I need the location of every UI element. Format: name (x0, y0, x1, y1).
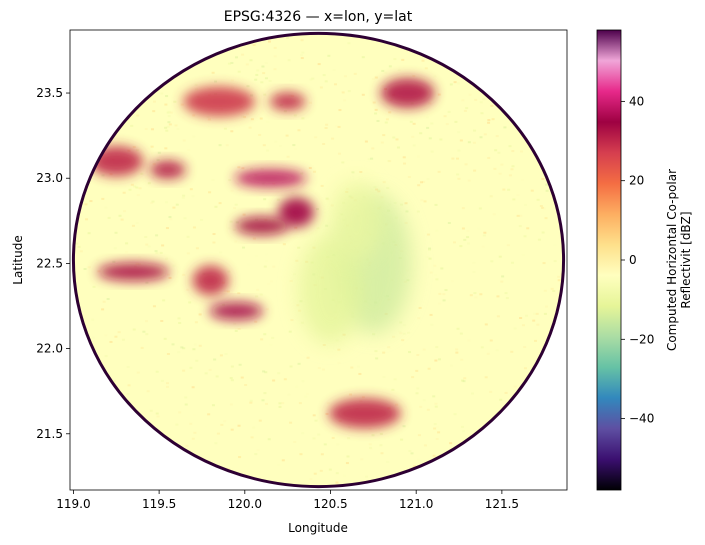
y-tick-label: 22.5 (36, 256, 63, 270)
y-tick-label: 22.0 (36, 342, 63, 356)
colorbar-gradient (596, 29, 622, 491)
colorbar-label-line2: Reflectivit [dBZ] (679, 211, 693, 308)
y-tick-label: 21.5 (36, 427, 63, 441)
precipitation-echo (234, 169, 307, 188)
colorbar: −40 −20 0 20 40 Computed Horizontal Co-polar… (596, 29, 693, 491)
x-tick-label: 120.5 (313, 497, 347, 511)
x-tick-label: 121.5 (485, 497, 519, 511)
colorbar-axis: −40 −20 0 20 40 (621, 94, 654, 426)
colorbar-tick-label: 0 (629, 253, 637, 267)
colorbar-tick-label: 40 (629, 94, 644, 108)
clear-air-region (330, 180, 383, 261)
precipitation-echo (278, 197, 315, 228)
colorbar-label-line1: Computed Horizontal Co-polar (665, 169, 679, 351)
radar-image (71, 31, 566, 489)
precipitation-echo (183, 86, 256, 117)
x-tick-label: 121.0 (399, 497, 433, 511)
x-axis-label: Longitude (288, 521, 348, 535)
colorbar-tick-label: −40 (629, 412, 654, 426)
precipitation-echo (149, 160, 186, 179)
x-tick-label: 119.5 (142, 497, 176, 511)
precipitation-echo (97, 262, 170, 281)
y-tick-label: 23.0 (36, 171, 63, 185)
plot-area (70, 30, 567, 490)
y-axis-label: Latitude (11, 235, 25, 284)
precipitation-echo (269, 92, 306, 111)
precipitation-echo (192, 265, 229, 296)
x-tick-label: 119.0 (56, 497, 90, 511)
precipitation-echo (328, 398, 401, 429)
radar-disc (73, 33, 564, 487)
colorbar-tick-label: −20 (629, 332, 654, 346)
precipitation-echo (380, 78, 435, 109)
x-tick-label: 120.0 (228, 497, 262, 511)
x-axis: 119.0 119.5 120.0 120.5 121.0 121.5 (56, 490, 519, 511)
precipitation-echo (209, 302, 264, 321)
plot-frame (69, 29, 568, 491)
precipitation-echo (234, 216, 289, 235)
chart-title: EPSG:4326 — x=lon, y=lat (224, 9, 413, 25)
radar-range-ring (71, 31, 566, 489)
y-axis: 21.5 22.0 22.5 23.0 23.5 (36, 86, 70, 441)
colorbar-tick-label: 20 (629, 174, 644, 188)
y-tick-label: 23.5 (36, 86, 63, 100)
clear-air-region (298, 233, 363, 344)
